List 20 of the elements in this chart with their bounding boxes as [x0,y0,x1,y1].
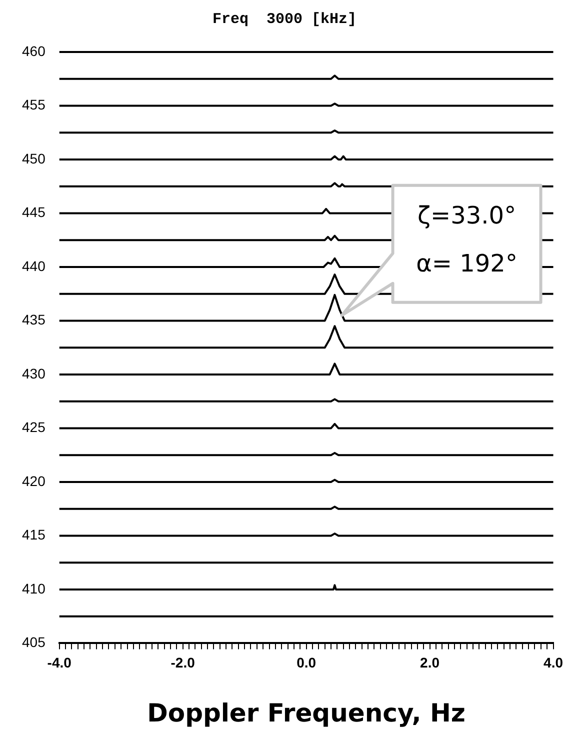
y-tick-label: 435 [22,312,46,328]
y-tick-label: 430 [22,365,46,382]
x-axis-title: Doppler Frequency, Hz [147,698,466,728]
x-tick-label: -2.0 [170,654,196,670]
y-tick-label: 415 [22,526,46,543]
y-tick-label: 455 [22,96,46,113]
chart-title: Freq 3000 [kHz] [212,10,357,28]
y-tick-label: 420 [22,472,46,489]
y-tick-label: 410 [22,580,46,596]
y-tick-label: 405 [22,634,46,650]
y-tick-label: 425 [22,419,46,436]
x-tick-label: -4.0 [47,654,72,670]
annotation: ζ=33.0° α= 192° [416,202,518,278]
y-tick-label: 445 [22,204,46,220]
x-tick-label: 4.0 [544,654,564,670]
x-tick-label: 2.0 [420,654,440,670]
y-tick-label: 460 [22,42,46,59]
x-tick-label: 0.0 [296,654,316,670]
y-tick-label: 450 [22,150,46,166]
y-tick-label: 440 [22,258,46,274]
